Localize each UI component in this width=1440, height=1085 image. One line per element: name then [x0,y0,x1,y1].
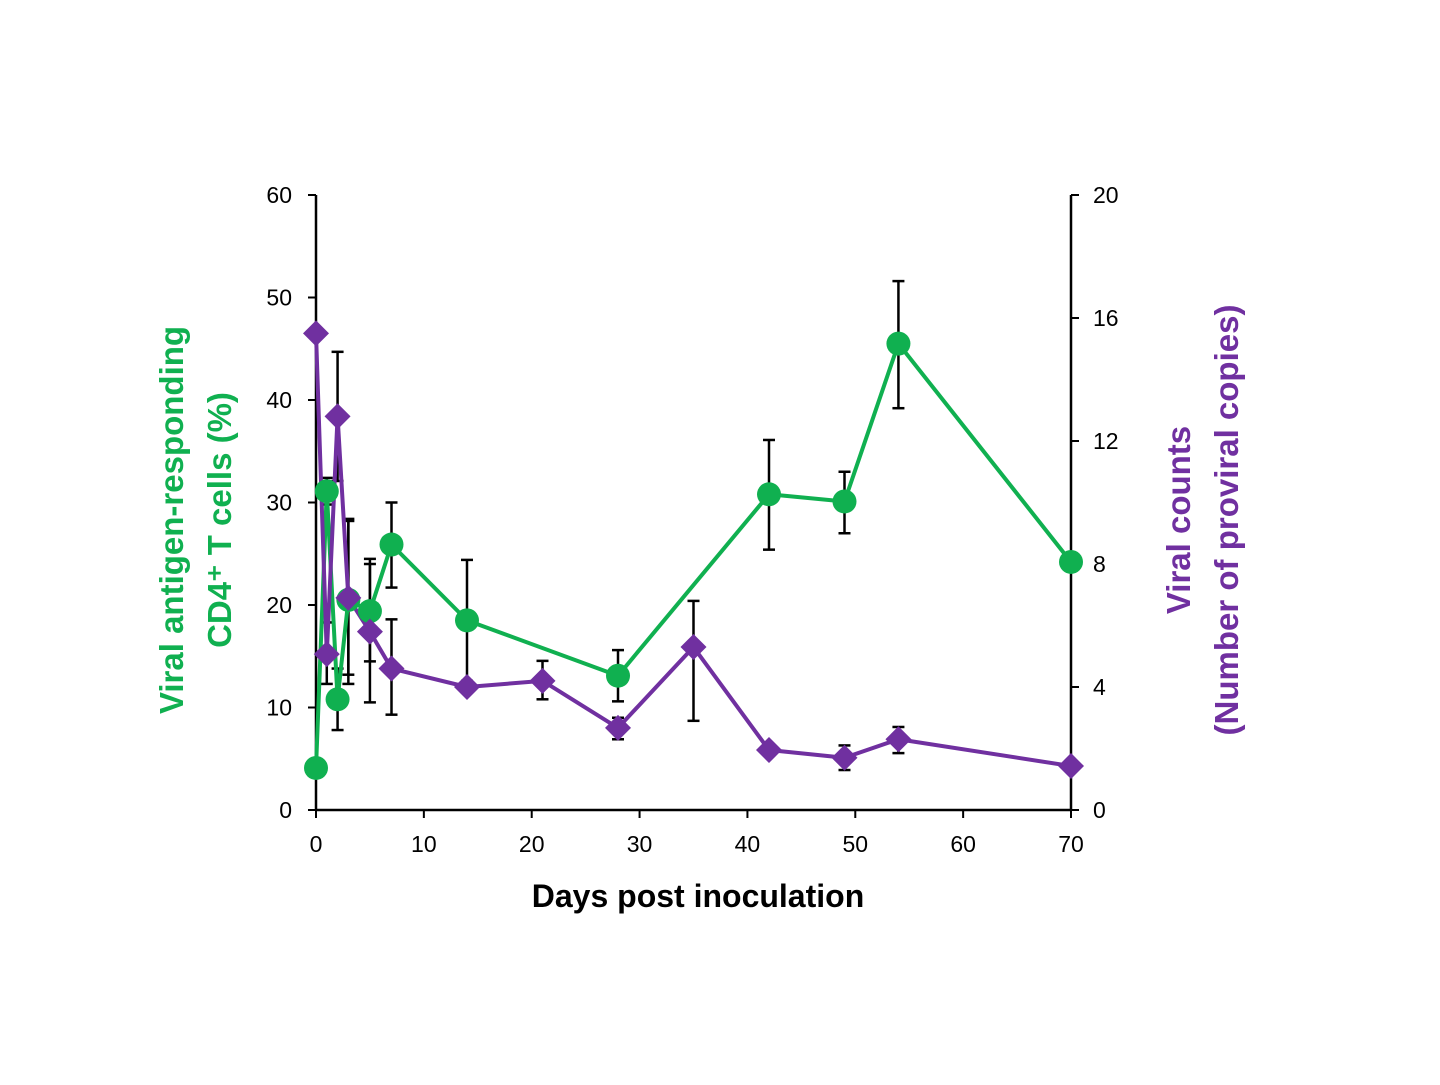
circle-data-point [357,599,382,624]
diamond-data-point [756,737,782,764]
circle-data-point [757,482,781,507]
right-y-tick-label: 12 [1093,428,1119,454]
diamond-data-point [885,726,912,753]
left-y-tick-label: 60 [266,182,292,208]
x-tick-label: 50 [842,831,868,857]
left-y-tick-label: 20 [266,592,292,618]
circle-data-point [886,331,911,356]
circle-data-point [379,532,404,557]
circle-data-point [325,687,350,712]
x-tick-label: 30 [627,831,653,857]
circle-data-point [455,608,479,633]
diamond-data-point [324,403,351,430]
diamond-data-point [1058,753,1084,780]
diamond-data-point [454,674,480,700]
x-tick-label: 40 [735,831,761,857]
circle-data-point [314,479,339,504]
right-y-tick-label: 8 [1093,551,1106,577]
diamond-data-point [335,584,362,611]
right-axis-label-line1: Viral counts [1160,426,1197,614]
diamond-data-point [529,667,556,694]
diamond-data-point [313,641,340,668]
left-axis-label-line2: CD4⁺ T cells (%) [201,392,238,648]
right-y-tick-label: 16 [1093,305,1119,331]
x-tick-label: 60 [950,831,976,857]
diamond-data-point [680,634,707,661]
diamond-data-point [378,655,405,682]
right-y-tick-label: 4 [1093,674,1106,700]
left-y-tick-label: 10 [266,695,292,721]
left-series-line [314,341,1073,769]
left-axis-label-line1: Viral antigen-responding [153,326,190,714]
circle-data-point [606,663,630,688]
x-axis-label: Days post inoculation [532,878,864,914]
diamond-data-point [356,618,383,645]
diamond-data-point [303,320,329,347]
left-y-tick-label: 30 [266,490,292,516]
right-y-tick-label: 20 [1093,182,1119,208]
circle-data-point [304,755,328,780]
left-y-tick-label: 0 [279,797,292,823]
x-tick-label: 70 [1058,831,1084,857]
left-y-tick-label: 50 [266,285,292,311]
circle-data-point [1059,549,1083,574]
right-axis-label-line2: (Number of proviral copies) [1208,305,1245,736]
x-tick-label: 0 [310,831,323,857]
right-series-line [314,333,1072,769]
diamond-data-point [605,714,631,741]
x-tick-label: 10 [411,831,437,857]
circle-data-point [832,489,857,514]
x-tick-label: 20 [519,831,545,857]
diamond-data-point [831,744,858,771]
right-y-tick-label: 0 [1093,797,1106,823]
left-y-tick-label: 40 [266,387,292,413]
